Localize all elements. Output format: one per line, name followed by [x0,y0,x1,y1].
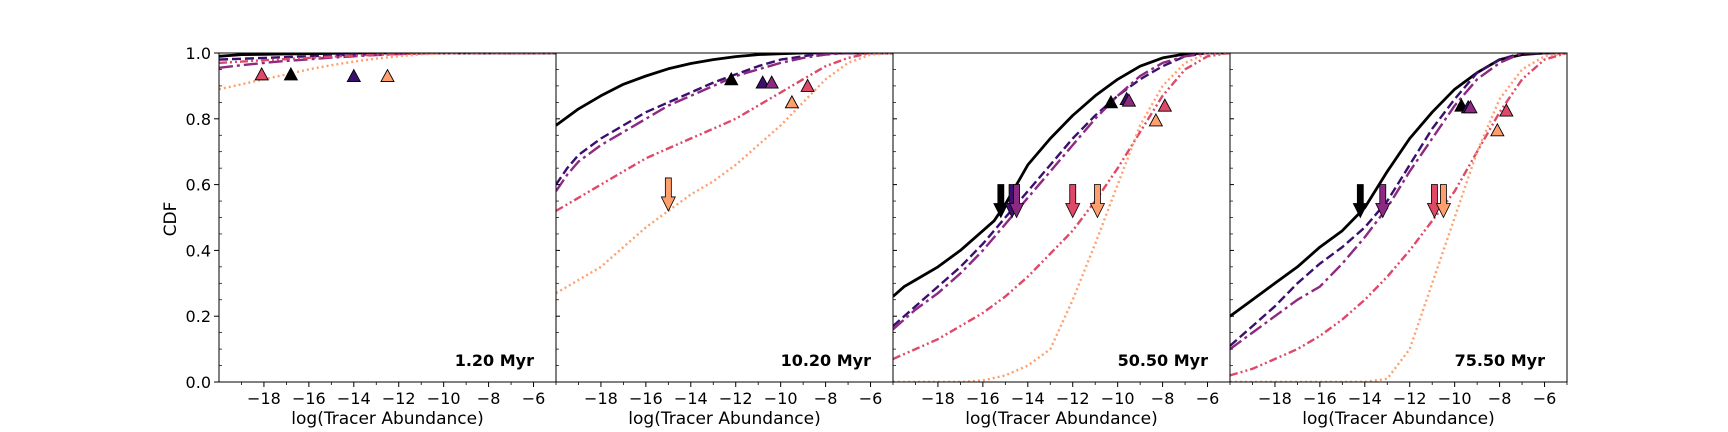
y-axis-label: CDF [161,202,181,237]
x-axis-label: log(Tracer Abundance) [965,409,1157,429]
panel-frame [892,52,1231,383]
x-tick-label: −18 [1258,389,1292,408]
series-line-1 [893,53,1230,298]
y-tick-label: 0.0 [186,373,211,392]
y-tick-label: 0.4 [186,241,211,260]
series-line-2 [893,53,1230,328]
series-lines [556,53,893,295]
x-tick-label: −10 [1101,389,1135,408]
x-tick-label: −8 [814,389,838,408]
x-tick-label: −16 [966,389,1000,408]
triangle-marker-3 [1121,93,1137,107]
x-axis-label: log(Tracer Abundance) [628,409,820,429]
panel-1: −18 −16 −14 −12 −10 −8 −6 0.0 0.2 0.4 0.6 0.8 1.0 log… [186,44,557,429]
series-line-4 [893,53,1230,361]
series-lines [893,53,1230,382]
series-line-3 [556,53,893,192]
triangle-marker-2 [283,66,299,81]
x-tick-label: −6 [1196,389,1220,408]
median-arrow-1 [993,184,1009,219]
y-tick-label: 0.2 [186,307,211,326]
x-tick-label: −18 [247,389,281,408]
triangle-marker-1 [254,66,269,81]
triangle-marker-5 [1499,103,1514,117]
x-tick-label: −8 [477,389,501,408]
series-line-2 [556,53,893,186]
x-tick-label: −6 [522,389,546,408]
x-tick-label: −10 [1438,389,1472,408]
series-line-5 [893,53,1230,382]
x-axis-label: log(Tracer Abundance) [291,409,483,429]
x-tick-label: −16 [629,389,663,408]
x-tick-label: −12 [719,389,753,408]
panel-4: −18 −16 −14 −12 −10 −8 −6 log(Tracer Abundance)… [1229,52,1568,429]
median-arrow-1 [1352,184,1368,219]
series-line-2 [1230,53,1567,347]
series-line-4 [556,53,893,212]
x-tick-label: −6 [859,389,883,408]
triangle-marker-3 [1463,99,1478,114]
triangle-marker-4 [1148,113,1164,127]
panel-frame [1229,52,1568,383]
x-tick-label: −16 [292,389,326,408]
series-line-5 [556,53,893,295]
x-axis-label: log(Tracer Abundance) [1302,409,1494,429]
median-arrow-3 [1426,184,1443,219]
time-label: 1.20 Myr [455,351,534,370]
panel-3: −18 −16 −14 −12 −10 −8 −6 log(Tracer Abundance)… [892,52,1231,429]
x-tick-label: −18 [921,389,955,408]
median-arrow-4 [1065,184,1081,219]
x-tick-label: −8 [1488,389,1512,408]
triangle-marker-4 [380,68,395,82]
x-tick-label: −14 [1348,389,1382,408]
x-tick-label: −10 [427,389,461,408]
x-tick-label: −12 [1393,389,1427,408]
y-tick-label: 0.8 [186,110,211,129]
x-tick-label: −14 [1011,389,1045,408]
x-tick-label: −8 [1151,389,1175,408]
time-label: 10.20 Myr [781,351,872,370]
triangle-marker-1 [1103,94,1119,109]
panel-2: −18 −16 −14 −12 −10 −8 −6 log(Tracer Abundance)… [555,52,894,429]
x-tick-label: −16 [1303,389,1337,408]
x-tick-label: −18 [584,389,618,408]
series-line-1 [556,53,893,127]
time-label: 50.50 Myr [1118,351,1209,370]
panels: −18 −16 −14 −12 −10 −8 −6 0.0 0.2 0.4 0.6 0.8 1.0 log… [186,44,1568,429]
series-line-5 [1230,53,1567,382]
x-tick-label: −6 [1533,389,1557,408]
median-arrow-3 [1008,184,1025,219]
median-arrow-5 [1089,184,1106,219]
triangle-marker-3 [764,75,779,89]
triangle-marker-2 [755,75,770,89]
triangle-marker-5 [1157,98,1173,112]
triangle-marker-4 [1490,122,1505,137]
x-tick-label: −12 [382,389,416,408]
x-tick-label: −14 [674,389,708,408]
panel-frame [218,52,557,383]
triangle-marker-4 [784,94,800,109]
series-line-3 [893,53,1230,331]
x-tick-label: −14 [337,389,371,408]
median-arrow-1 [660,177,676,212]
series-lines [1230,53,1567,382]
series-line-3 [1230,53,1567,351]
triangle-marker-3 [346,68,362,82]
triangle-marker-1 [723,71,739,86]
time-label: 75.50 Myr [1455,351,1546,370]
panel-frame [555,52,894,383]
y-tick-label: 0.6 [186,176,211,195]
median-arrow-2 [1375,184,1391,219]
triangle-marker-5 [800,78,815,92]
x-tick-label: −10 [764,389,798,408]
y-tick-label: 1.0 [186,44,211,63]
median-arrow-4 [1435,184,1452,219]
series-line-4 [1230,53,1567,377]
x-tick-label: −12 [1056,389,1090,408]
